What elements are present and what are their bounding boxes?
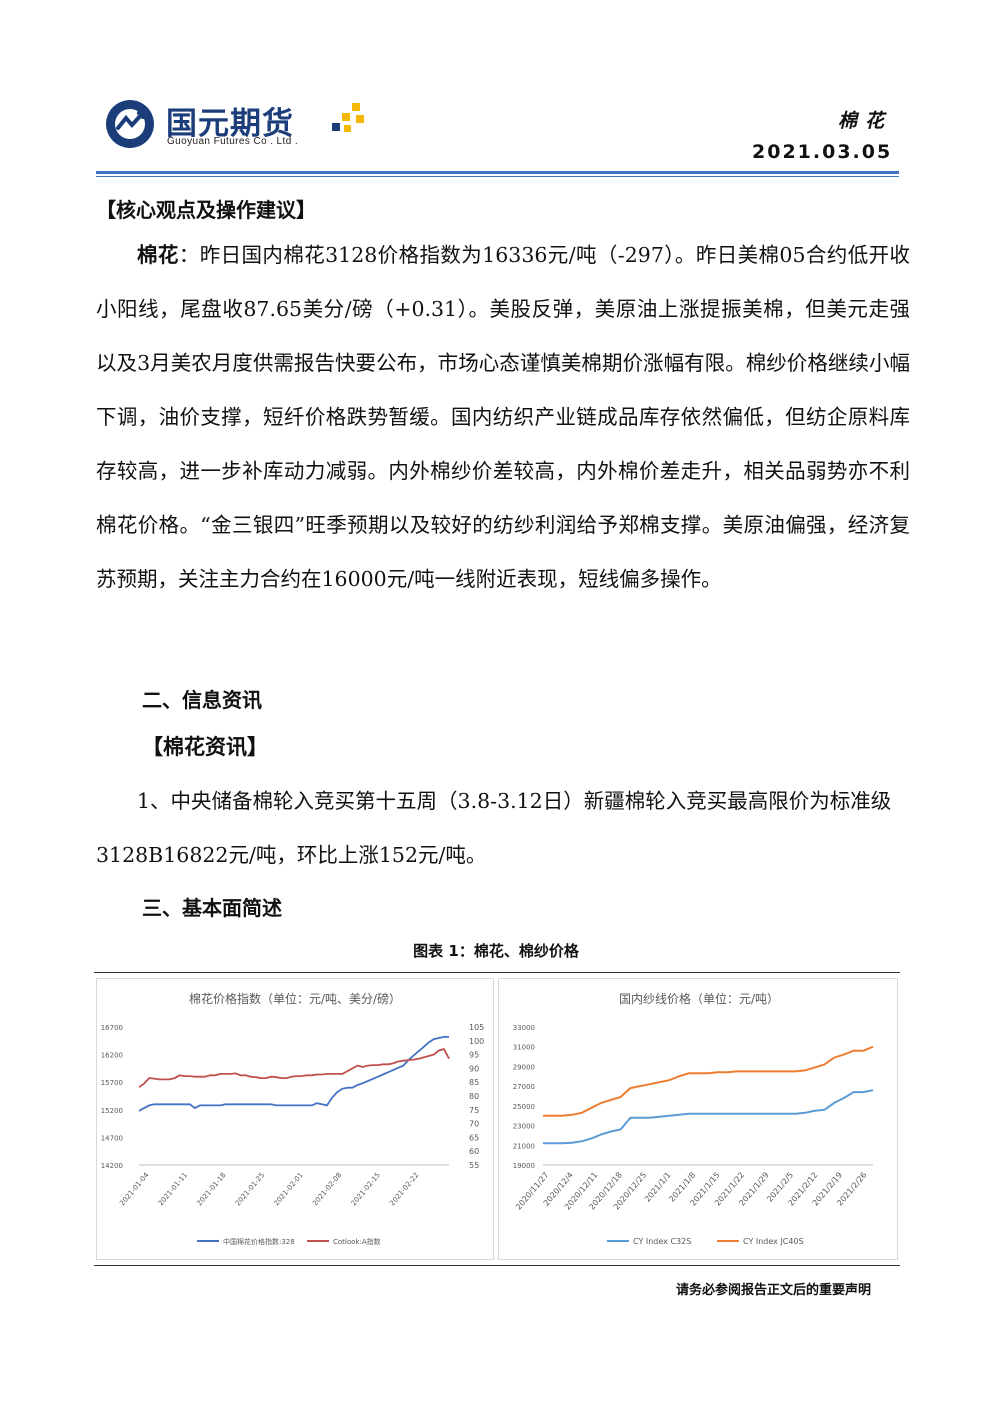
yarn-price-chart: 国内纱线价格（单位：元/吨） 33000 31000 29000 27000 25000…: [498, 978, 898, 1260]
chart1-y-left-tick: 15200: [101, 1107, 123, 1115]
chart1-y-right-tick: 80: [469, 1092, 479, 1101]
chart2-legend-label-0: CY Index C32S: [633, 1237, 691, 1246]
company-logo-icon: [106, 100, 154, 148]
chart1-legend-label-1: Cotlook:A指数: [333, 1237, 381, 1246]
chart1-x-tick: 2021-02-22: [388, 1171, 420, 1207]
chart2-y-tick: 25000: [513, 1103, 535, 1111]
chart2-series-line-1: [543, 1045, 874, 1117]
chart2-y-tick: 29000: [513, 1063, 535, 1071]
figure-caption: 图表 1：棉花、棉纱价格: [413, 942, 579, 960]
chart1-y-right-tick: 55: [469, 1161, 479, 1170]
section-title-fundamentals: 三、基本面简述: [142, 896, 282, 920]
chart1-series-line-1: [138, 1048, 450, 1088]
chart1-y-left-tick: 16700: [101, 1024, 123, 1032]
chart2-y-tick: 21000: [513, 1142, 535, 1150]
section-title-core-view: 【核心观点及操作建议】: [96, 198, 316, 222]
report-date: 2021.03.05: [752, 141, 893, 163]
chart1-y-right-tick: 75: [469, 1106, 479, 1115]
core-view-body: ：昨日国内棉花3128价格指数为16336元/吨（-297）。昨日美棉05合约低…: [96, 243, 911, 591]
core-view-paragraph: 棉花：昨日国内棉花3128价格指数为16336元/吨（-297）。昨日美棉05合…: [96, 228, 910, 606]
chart2-y-tick: 31000: [513, 1044, 535, 1052]
chart1-y-right-tick: 60: [469, 1147, 479, 1156]
figure-top-rule: [94, 972, 900, 973]
chart2-series-line-0: [543, 1089, 874, 1145]
chart1-y-right-tick: 65: [469, 1133, 479, 1142]
chart2-y-tick: 19000: [513, 1162, 535, 1170]
header-divider: [96, 171, 899, 174]
chart1-y-right-tick: 95: [469, 1051, 479, 1060]
chart1-y-right-tick: 105: [469, 1023, 484, 1032]
chart1-x-tick: 2021-01-11: [157, 1171, 189, 1207]
chart2-title: 国内纱线价格（单位：元/吨）: [619, 991, 779, 1006]
company-name-en: Guoyuan Futures Co . Ltd .: [167, 136, 299, 147]
chart1-x-tick: 2021-01-25: [234, 1171, 266, 1207]
chart2-legend-label-1: CY Index JC40S: [743, 1237, 804, 1246]
chart1-x-tick: 2021-02-08: [311, 1171, 343, 1207]
chart1-x-tick: 2021-01-04: [118, 1171, 151, 1208]
header-divider-thin: [96, 176, 899, 177]
chart1-y-left-tick: 15700: [101, 1079, 123, 1087]
section-title-news: 二、信息资讯: [142, 688, 262, 712]
chart1-title: 棉花价格指数（单位：元/吨、美分/磅）: [189, 991, 401, 1006]
subsection-title-cotton-news: 【棉花资讯】: [142, 734, 268, 759]
chart2-y-tick: 33000: [513, 1024, 535, 1032]
chart1-series-line-0: [138, 1036, 449, 1112]
yarn-price-svg: 国内纱线价格（单位：元/吨） 33000 31000 29000 27000 25000…: [513, 991, 874, 1246]
chart1-x-tick: 2021-01-18: [195, 1171, 227, 1207]
figure-bottom-rule: [94, 1265, 900, 1266]
company-name-cn: 国元期货: [166, 106, 294, 142]
chart1-legend-label-0: 中国棉花价格指数:328: [223, 1237, 295, 1246]
chart1-y-right-tick: 85: [469, 1078, 479, 1087]
chart1-y-left-tick: 16200: [101, 1052, 123, 1060]
chart1-x-tick: 2021-02-15: [350, 1171, 382, 1207]
cotton-price-index-chart: 棉花价格指数（单位：元/吨、美分/磅） 16700 16200 15700 15200…: [96, 978, 494, 1260]
news-item-1: 1、中央储备棉轮入竞买第十五周（3.8-3.12日）新疆棉轮入竞买最高限价为标准…: [96, 789, 892, 867]
cotton-price-index-svg: 棉花价格指数（单位：元/吨、美分/磅） 16700 16200 15700 15200…: [101, 991, 485, 1246]
chart2-y-tick: 27000: [513, 1083, 535, 1091]
chart1-y-right-tick: 70: [469, 1120, 479, 1129]
logo-squares-icon: [332, 103, 364, 132]
chart1-y-left-tick: 14200: [101, 1162, 123, 1170]
chart1-y-left-tick: 14700: [101, 1134, 123, 1142]
core-view-lead: 棉花: [137, 243, 179, 267]
chart1-y-right-tick: 90: [469, 1064, 479, 1073]
product-title: 棉花: [838, 110, 893, 132]
footer-disclaimer: 请务必参阅报告正文后的重要声明: [676, 1283, 872, 1298]
chart1-y-right-tick: 100: [469, 1037, 484, 1046]
chart2-y-tick: 23000: [513, 1123, 535, 1131]
chart1-x-tick: 2021-02-01: [273, 1171, 305, 1207]
